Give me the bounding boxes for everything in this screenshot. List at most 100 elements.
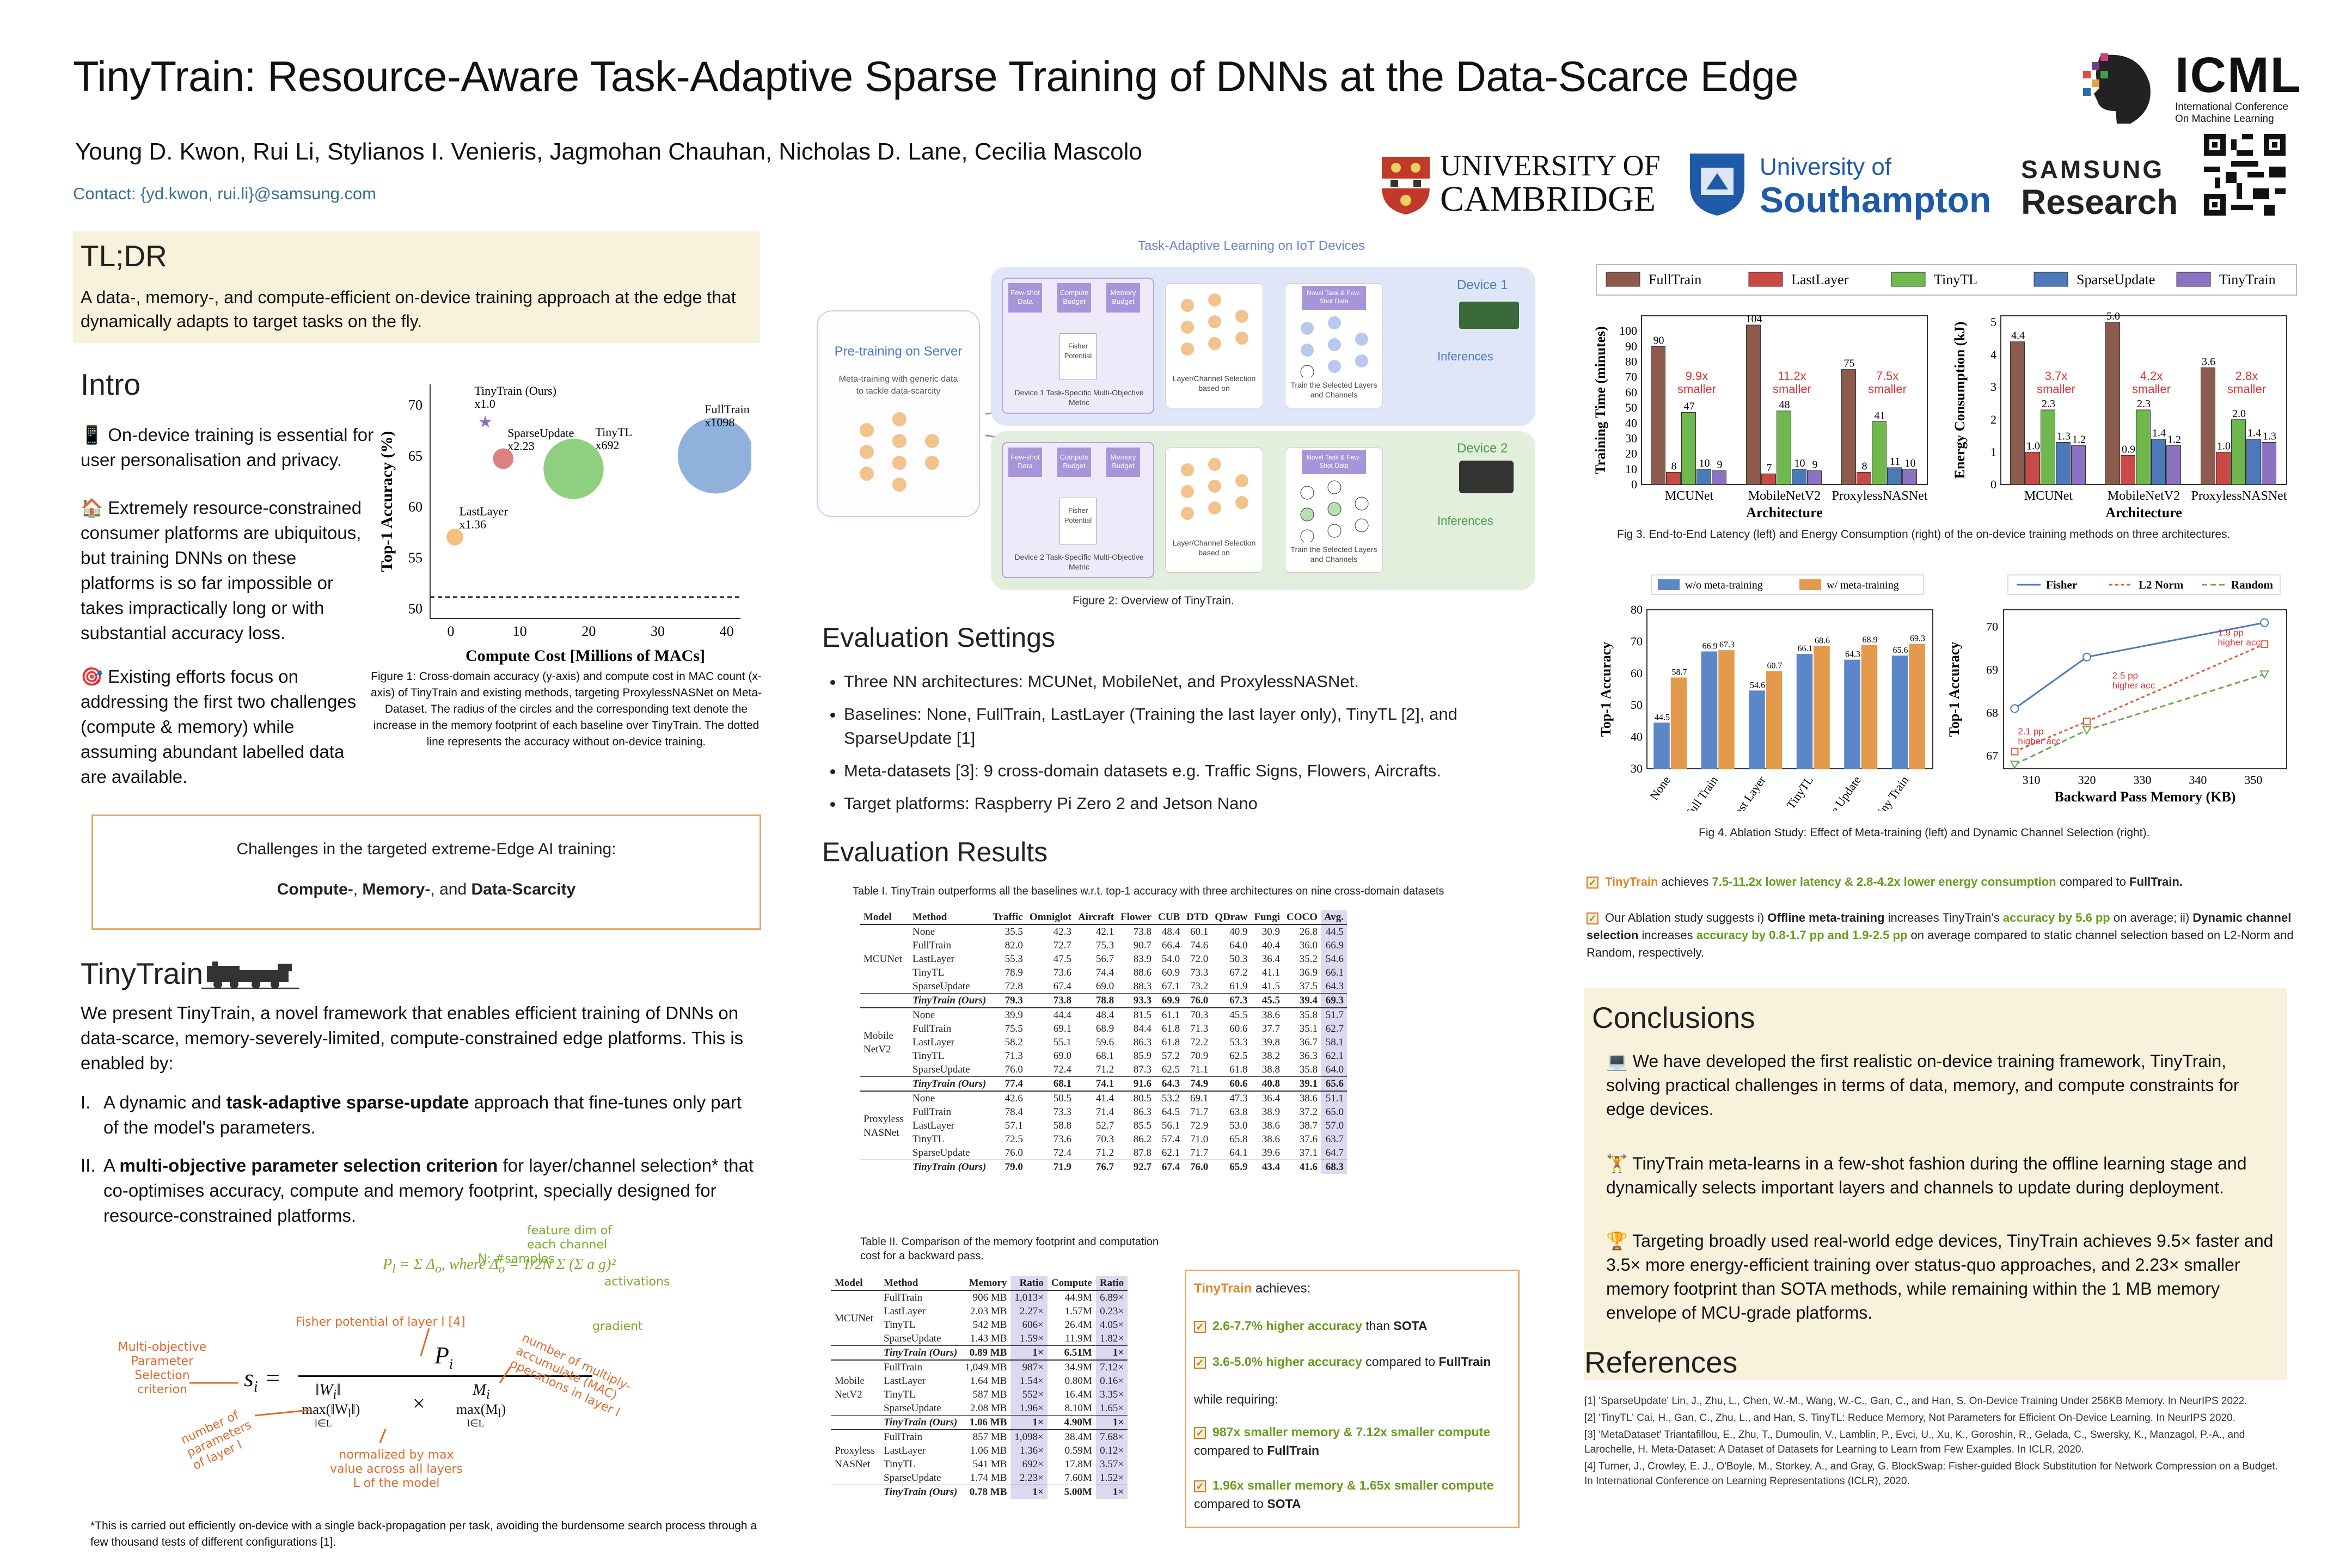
table2-cell: 606× bbox=[1010, 1318, 1048, 1332]
table2-header: Ratio bbox=[1095, 1276, 1128, 1290]
table1-cell: 85.5 bbox=[1133, 1120, 1152, 1131]
bar bbox=[1814, 646, 1830, 769]
legend-swatch bbox=[2176, 272, 2211, 287]
table2-cell: TinyTL bbox=[884, 1319, 916, 1331]
bar-value-label: 1.2 bbox=[2167, 433, 2181, 445]
legend-label: SparseUpdate bbox=[2077, 272, 2155, 287]
table1-cell: 35.8 bbox=[1299, 1064, 1318, 1075]
table1-cell: TinyTrain (Ours) bbox=[909, 1076, 990, 1091]
table1-cell: 36.4 bbox=[1251, 1091, 1283, 1105]
bar-value-label: 1.0 bbox=[2026, 440, 2040, 452]
table2-cell: 11.9M bbox=[1065, 1333, 1092, 1344]
bar bbox=[2166, 445, 2181, 485]
annotation-multi-objective: Multi-objective Parameter Selection crit… bbox=[118, 1340, 207, 1396]
bar-value-label: 66.9 bbox=[1702, 642, 1718, 651]
table1-cell: 74.6 bbox=[1190, 940, 1209, 951]
bar-value-label: 60.7 bbox=[1767, 661, 1783, 671]
x-axis-label: Architecture bbox=[1746, 505, 1823, 520]
bar-value-label: 4.4 bbox=[2011, 330, 2025, 342]
bar-value-label: 0.9 bbox=[2122, 443, 2135, 455]
x-tick-label: ProxylessNASNet bbox=[1832, 489, 1927, 503]
table1-cell: 37.1 bbox=[1299, 1147, 1318, 1159]
bar bbox=[1902, 469, 1917, 485]
table2-cell: FullTrain bbox=[880, 1429, 961, 1444]
bar-value-label: 1.2 bbox=[2072, 433, 2086, 445]
table2-cell: 7.12× bbox=[1095, 1359, 1128, 1374]
y-tick-label: 0 bbox=[1631, 477, 1637, 491]
legend-swatch bbox=[1891, 272, 1926, 287]
conclusions-box: Conclusions 💻 We have developed the firs… bbox=[1584, 988, 2287, 1380]
bar bbox=[1909, 644, 1925, 769]
table2-row: TinyTL 541 MB 692× 17.8M 3.57× bbox=[831, 1457, 1128, 1471]
point-circle bbox=[677, 418, 751, 494]
table1-cell: 56.7 bbox=[1095, 953, 1114, 965]
table2-caption: Table II. Comparison of the memory footp… bbox=[860, 1236, 1159, 1262]
table1-cell: 44.4 bbox=[1026, 1007, 1075, 1022]
table1-cell: 50.3 bbox=[1229, 953, 1248, 965]
table2-cell: 1.64 MB bbox=[970, 1375, 1007, 1387]
train-icon bbox=[201, 959, 299, 990]
bar bbox=[1670, 677, 1687, 769]
bar bbox=[1796, 654, 1813, 769]
y-tick-label: 50 bbox=[1631, 698, 1643, 712]
table1-cell: 69.1 bbox=[1183, 1091, 1212, 1105]
table1-cell: 71.1 bbox=[1190, 1064, 1209, 1075]
table1-cell: 64.5 bbox=[1161, 1106, 1180, 1118]
bar bbox=[1701, 651, 1718, 769]
table1-cell: 73.6 bbox=[1053, 967, 1071, 978]
table2-row: LastLayer 2.03 MB 2.27× 1.57M 0.23× bbox=[831, 1304, 1128, 1318]
table2-cell: 0.23× bbox=[1095, 1304, 1128, 1318]
x-tick-label: MobileNetV2 bbox=[2108, 489, 2180, 503]
table1-header: COCO bbox=[1286, 911, 1318, 923]
x-tick-label: 340 bbox=[2189, 773, 2207, 787]
table1-cell: 62.1 bbox=[1320, 1049, 1347, 1063]
table1-row: SparseUpdate 72.8 67.4 69.0 88.3 67.1 73.2 61.9… bbox=[860, 979, 1347, 994]
y-tick-label: 55 bbox=[408, 550, 422, 566]
annotation-label: higher acc bbox=[2218, 637, 2261, 647]
cambridge-logo-text: UNIVERSITY OF CAMBRIDGE bbox=[1440, 149, 1661, 219]
table1-model: Proxyless NASNet bbox=[860, 1091, 909, 1160]
table2-row: TinyTrain (Ours) 1.06 MB 1× 4.90M 1× bbox=[831, 1415, 1128, 1430]
bar-value-label: 66.1 bbox=[1798, 644, 1813, 653]
table2-cell: 3.35× bbox=[1095, 1388, 1128, 1401]
table1-cell: 92.7 bbox=[1117, 1160, 1155, 1174]
equation-diagram: Multi-objective Parameter Selection crit… bbox=[81, 1220, 761, 1503]
qr-code-icon[interactable] bbox=[2204, 134, 2286, 216]
table1-cell: 38.8 bbox=[1261, 1064, 1280, 1075]
annotation-label: smaller bbox=[1677, 382, 1716, 396]
y-tick-label: 90 bbox=[1625, 339, 1637, 353]
tldr-box: TL;DR A data-, memory-, and compute-effi… bbox=[73, 231, 760, 343]
bar-value-label: 10 bbox=[1905, 457, 1916, 469]
table1-cell: 72.4 bbox=[1053, 1064, 1071, 1075]
point-label: FullTrain bbox=[705, 402, 749, 416]
point-circle bbox=[543, 438, 604, 499]
conclusion-3: 🏆 Targeting broadly used real-world edge… bbox=[1606, 1231, 2274, 1322]
annotation-label: smaller bbox=[1773, 382, 1811, 396]
x-tick-label: 10 bbox=[513, 623, 527, 639]
table2-cell: 1.43 MB bbox=[970, 1333, 1007, 1344]
table1-cell: 56.1 bbox=[1161, 1120, 1180, 1131]
table1-header: Method bbox=[912, 911, 947, 923]
annotation-label: 2.5 pp bbox=[2112, 670, 2138, 681]
legend-label: TinyTL bbox=[1934, 272, 1977, 287]
bar-value-label: 69.3 bbox=[1910, 634, 1925, 643]
table2-row: TinyTrain (Ours) 0.89 MB 1× 6.51M 1× bbox=[831, 1345, 1128, 1360]
table2-row: Mobile NetV2 FullTrain 1,049 MB 987× 34.9M 7.… bbox=[831, 1359, 1128, 1416]
table1-cell: 36.0 bbox=[1299, 940, 1318, 951]
table1-cell: 35.5 bbox=[989, 924, 1026, 939]
table1-cell: 41.1 bbox=[1261, 967, 1280, 978]
device2-label: Device 2 bbox=[1457, 441, 1508, 456]
y-tick-label: 5 bbox=[1990, 315, 1996, 329]
table1-cell: 65.6 bbox=[1320, 1076, 1347, 1091]
device2-board-icon bbox=[1459, 461, 1514, 493]
table2-cell: 34.9M bbox=[1047, 1359, 1096, 1374]
fig2-caption: Figure 2: Overview of TinyTrain. bbox=[1073, 595, 1234, 607]
legend-label: Random bbox=[2231, 578, 2274, 591]
table1-cell: 86.3 bbox=[1133, 1106, 1152, 1118]
bar bbox=[1749, 690, 1765, 769]
table1-row: SparseUpdate 76.0 72.4 71.2 87.8 62.1 71.7 64.1… bbox=[860, 1146, 1347, 1160]
challenges-line-2: Compute-, Memory-, and Data-Scarcity bbox=[277, 880, 576, 898]
bar-value-label: 44.5 bbox=[1655, 713, 1670, 722]
table2-cell: 1.36× bbox=[1010, 1444, 1048, 1457]
table1-cell bbox=[860, 1160, 909, 1174]
